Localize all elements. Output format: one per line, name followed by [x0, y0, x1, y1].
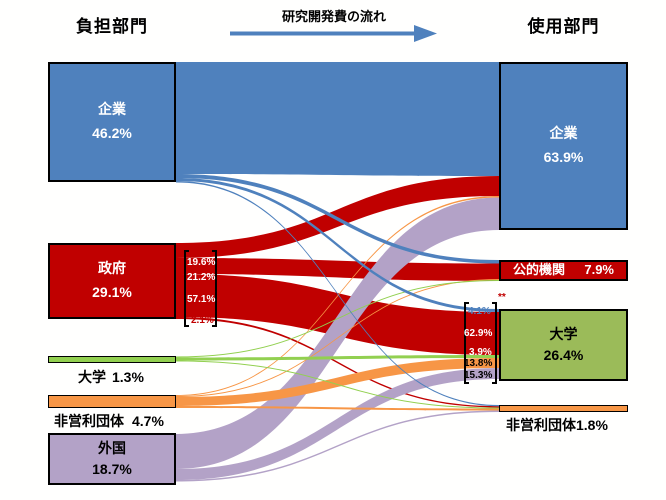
flow-universities-to-nonprofits — [176, 360, 499, 409]
flow-companies-to-public — [176, 174, 499, 264]
univ-breakdown-note: ** — [498, 292, 506, 303]
target-public-label: 公的機関 — [513, 262, 566, 278]
right-arrow-icon — [230, 25, 437, 47]
flow-companies-to-nonprofits — [176, 181, 499, 407]
source-node-government: 政府 29.1% — [48, 243, 176, 319]
source-nonprofits-caption: 非営利団体 4.7% — [54, 411, 164, 431]
right-column-header: 使用部門 — [527, 17, 600, 36]
flow-nonprofits-to-public — [176, 279, 499, 397]
source-node-nonprofits — [48, 395, 176, 408]
flow-gov-to-universities — [176, 274, 499, 355]
source-companies-label: 企業 — [98, 101, 126, 118]
target-universities-label: 大学 — [549, 326, 578, 342]
target-node-nonprofits — [499, 405, 628, 412]
univ-inflow-pct-government: 62.9% — [464, 328, 493, 339]
flow-nonprofits-to-companies — [176, 196, 499, 396]
target-public-value: 7.9% — [584, 262, 614, 278]
target-universities-value: 26.4% — [543, 347, 584, 363]
target-node-companies: 企業 63.9% — [499, 62, 628, 230]
flow-companies-to-companies — [176, 62, 499, 176]
flow-gov-to-public — [176, 258, 499, 281]
left-column-header: 負担部門 — [76, 17, 148, 36]
source-government-value: 29.1% — [92, 284, 132, 300]
source-node-universities — [48, 356, 176, 363]
target-nonprofits-value: 1.8% — [576, 417, 608, 433]
source-nonprofits-label: 非営利団体 — [54, 413, 124, 429]
gov-breakdown-note: * — [220, 243, 224, 254]
source-foreign-label: 外国 — [98, 440, 126, 456]
univ-breakdown-open-bracket — [464, 302, 469, 384]
flow-gov-to-nonprofits — [176, 317, 499, 408]
univ-inflow-pct-universities: 3.9% — [469, 347, 492, 358]
gov-breakdown-close-bracket — [212, 250, 217, 327]
target-node-universities: 大学 26.4% — [499, 309, 628, 381]
gov-outflow-pct-universities: 57.1% — [187, 294, 216, 305]
source-nonprofits-value: 4.7% — [132, 413, 164, 429]
source-government-label: 政府 — [98, 260, 126, 277]
source-foreign-value: 18.7% — [92, 461, 132, 477]
flow-foreign-to-nonprofits — [176, 410, 499, 482]
gov-outflow-pct-nonprofits: 2.1% — [191, 315, 214, 326]
gov-breakdown-open-bracket — [184, 250, 189, 327]
univ-inflow-pct-nonprofits: 13.8% — [464, 358, 493, 369]
target-companies-value: 63.9% — [543, 149, 584, 165]
source-universities-caption: 大学 1.3% — [78, 367, 144, 387]
flow-companies-to-universities — [176, 178, 499, 312]
source-node-companies: 企業 46.2% — [48, 62, 176, 182]
flow-universities-to-public — [176, 280, 499, 358]
flow-universities-to-universities — [176, 355, 499, 361]
target-nonprofits-label: 非営利団体 — [506, 417, 576, 433]
univ-inflow-pct-foreign: 15.3% — [464, 370, 493, 381]
target-node-public-institutions: 公的機関 7.9% — [499, 260, 628, 281]
gov-outflow-pct-companies: 19.6% — [187, 257, 216, 268]
flow-foreign-to-universities — [176, 368, 499, 480]
source-universities-value: 1.3% — [112, 369, 144, 385]
flow-foreign-to-companies — [176, 197, 499, 469]
flow-nonprofits-to-universities — [176, 358, 499, 406]
univ-inflow-pct-companies: 4.1% — [468, 306, 491, 317]
source-companies-value: 46.2% — [92, 125, 132, 141]
gov-outflow-pct-public: 21.2% — [187, 272, 216, 283]
univ-breakdown-close-bracket — [492, 302, 497, 384]
source-node-foreign: 外国 18.7% — [48, 433, 176, 485]
source-universities-label: 大学 — [78, 369, 106, 385]
target-companies-label: 企業 — [549, 125, 578, 142]
target-nonprofits-caption: 非営利団体 1.8% — [506, 415, 608, 435]
flow-title: 研究開発費の流れ — [281, 9, 386, 24]
flow-nonprofits-to-nonprofits — [176, 406, 499, 411]
